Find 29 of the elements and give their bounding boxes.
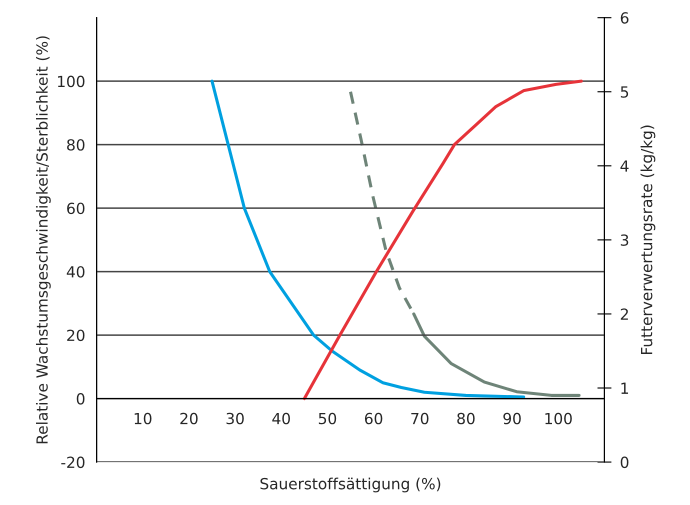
y2-tick-label: 0 [620, 456, 628, 468]
x-tick-label: 50 [318, 412, 336, 424]
x-tick-label: 10 [134, 412, 152, 424]
x-tick-label: 100 [545, 412, 572, 424]
y-tick-label: 40 [66, 266, 84, 278]
y-tick-label: 100 [58, 76, 84, 88]
x-tick-label: 90 [503, 412, 521, 424]
y-tick-label: 60 [67, 202, 84, 214]
x-tick-label: 60 [364, 412, 382, 424]
y-tick-label: 20 [67, 330, 84, 342]
y-tick-label: 0 [76, 393, 84, 405]
y-tick-label: -20 [61, 456, 84, 468]
x-tick-label: 30 [226, 412, 244, 424]
y2-tick-label: 4 [620, 160, 629, 172]
y-tick-label: 80 [67, 139, 84, 151]
y2-axis-title: Futterverwertungsrate (kg/kg) [640, 126, 656, 354]
x-tick-label: 80 [457, 412, 475, 424]
y2-tick-label: 1 [621, 382, 628, 394]
y2-tick-label: 6 [620, 12, 628, 24]
x-tick-label: 20 [180, 412, 198, 424]
x-axis-title: Sauerstoffsättigung (%) [260, 478, 440, 492]
y2-tick-label: 5 [620, 86, 628, 98]
y2-tick-label: 3 [620, 234, 628, 246]
line-series [210, 80, 526, 399]
y-axis-title: Relative Wachstumsgeschwindigkeit/Sterblichkeit (%) [36, 36, 51, 444]
x-tick-label: 70 [411, 412, 428, 424]
x-tick-label: 40 [272, 412, 290, 424]
y2-tick-label: 2 [620, 308, 628, 320]
line-series [302, 80, 583, 400]
